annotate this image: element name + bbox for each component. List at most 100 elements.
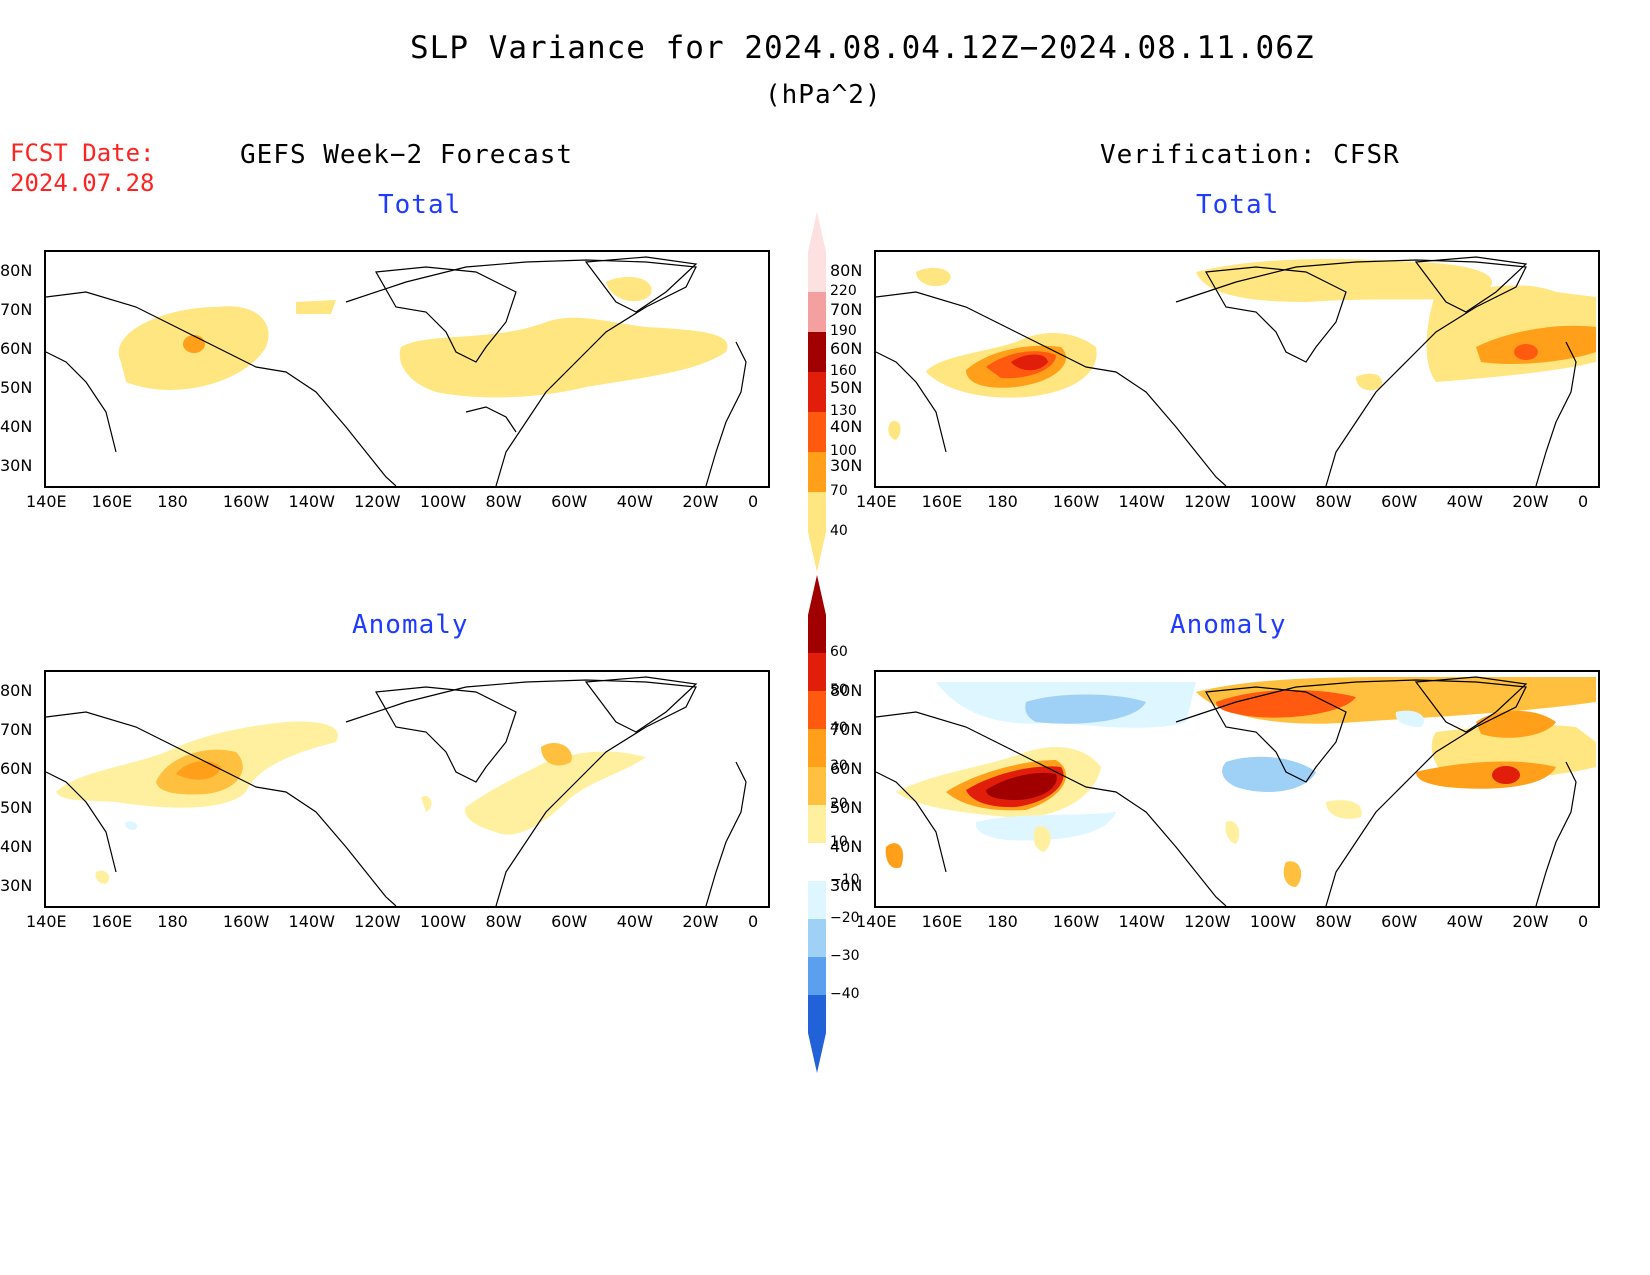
cb-total-swatch-2 (808, 332, 826, 372)
lon-tick-verif-anom-6: 100W (1249, 912, 1297, 931)
cb-anom-swatch-7 (808, 881, 826, 919)
lon-tick-verif-total-4: 140W (1118, 492, 1165, 511)
lon-tick-verif-anom-11: 0 (1578, 912, 1589, 931)
lat-tick-fcst-anom-4: 40N (0, 837, 33, 856)
lon-tick-verif-anom-10: 20W (1512, 912, 1549, 931)
lon-tick-fcst-anom-3: 160W (222, 912, 270, 931)
lon-tick-verif-anom-5: 120W (1184, 912, 1231, 931)
panel-title-fcst-anom: Anomaly (352, 610, 469, 640)
lon-tick-fcst-total-9: 40W (616, 492, 653, 511)
cb-total-label-6: 40 (830, 523, 848, 539)
cb-total-label-0: 220 (830, 283, 857, 299)
lon-tick-verif-total-0: 140E (856, 492, 897, 511)
lat-tick-fcst-total-1: 70N (0, 300, 33, 319)
cb-total-swatch-5 (808, 452, 826, 492)
lon-tick-fcst-anom-6: 100W (419, 912, 467, 931)
lat-tick-fcst-total-0: 80N (0, 261, 33, 280)
figure-units: (hPa^2) (765, 80, 882, 110)
cb-total-swatch-6 (808, 492, 826, 532)
map-verif-anom (874, 670, 1600, 908)
cb-anom-swatch-8 (808, 919, 826, 957)
lon-tick-verif-total-7: 80W (1315, 492, 1352, 511)
lon-tick-verif-total-2: 180 (987, 492, 1018, 511)
lon-tick-verif-total-8: 60W (1381, 492, 1418, 511)
coastlines (876, 256, 1577, 486)
figure-title: SLP Variance for 2024.08.04.12Z−2024.08.… (410, 30, 1315, 66)
map-verif-total-svg (876, 256, 1596, 486)
cb-anom-label-2: 40 (830, 720, 848, 736)
map-fcst-anom-svg (46, 676, 747, 906)
coastlines (876, 676, 1577, 906)
right-header: Verification: CFSR (1100, 140, 1400, 170)
lon-tick-verif-total-5: 120W (1184, 492, 1231, 511)
coastlines (46, 256, 747, 486)
lat-tick-verif-anom-4: 40N (830, 837, 863, 856)
cb-anom-swatch-4 (808, 767, 826, 805)
lon-tick-fcst-total-4: 140W (288, 492, 335, 511)
verif-total-shading (888, 259, 1596, 440)
lon-tick-fcst-anom-5: 120W (354, 912, 401, 931)
lat-tick-fcst-anom-0: 80N (0, 681, 33, 700)
lon-tick-verif-anom-0: 140E (856, 912, 897, 931)
cb-anom-swatch-1 (808, 653, 826, 691)
lat-tick-verif-total-4: 40N (830, 417, 863, 436)
lat-tick-verif-anom-3: 50N (830, 798, 863, 817)
cb-anom-arrow-bottom (808, 1033, 826, 1073)
lat-tick-verif-anom-2: 60N (830, 759, 863, 778)
fcst-total-shading (118, 276, 728, 398)
lon-tick-fcst-anom-4: 140W (288, 912, 335, 931)
lat-tick-verif-anom-5: 30N (830, 876, 863, 895)
lat-tick-verif-anom-1: 70N (830, 720, 863, 739)
lat-tick-fcst-anom-5: 30N (0, 876, 33, 895)
lon-tick-fcst-total-10: 20W (682, 492, 719, 511)
lon-tick-verif-total-11: 0 (1578, 492, 1589, 511)
panel-title-verif-anom: Anomaly (1170, 610, 1287, 640)
lon-tick-fcst-total-11: 0 (748, 492, 759, 511)
lon-tick-fcst-total-7: 80W (485, 492, 522, 511)
coastlines (46, 676, 747, 906)
lon-tick-fcst-anom-8: 60W (551, 912, 588, 931)
lon-tick-verif-anom-8: 60W (1381, 912, 1418, 931)
map-verif-anom-svg (876, 676, 1596, 906)
map-fcst-anom (44, 670, 770, 908)
lat-tick-verif-total-3: 50N (830, 378, 863, 397)
lon-tick-verif-anom-7: 80W (1315, 912, 1352, 931)
cb-anom-label-3: 30 (830, 758, 848, 774)
cb-anom-swatch-2 (808, 691, 826, 729)
cb-anom-label-1: 50 (830, 682, 848, 698)
lat-tick-fcst-total-5: 30N (0, 456, 33, 475)
lon-tick-verif-total-6: 100W (1249, 492, 1297, 511)
cb-anom-label-0: 60 (830, 644, 848, 660)
cb-anom-swatch-5 (808, 805, 826, 843)
lon-tick-fcst-total-2: 180 (157, 492, 188, 511)
lon-tick-fcst-total-1: 160E (91, 492, 133, 511)
lat-tick-fcst-total-3: 50N (0, 378, 33, 397)
cb-anom-label-9: −40 (830, 986, 860, 1002)
cb-total-swatch-3 (808, 372, 826, 412)
lon-tick-fcst-total-0: 140E (26, 492, 67, 511)
cb-total-label-2: 160 (830, 363, 857, 379)
cb-anom-swatch-0 (808, 615, 826, 653)
map-verif-total (874, 250, 1600, 488)
panel-title-fcst-total: Total (378, 190, 462, 220)
lon-tick-fcst-anom-2: 180 (157, 912, 188, 931)
lon-tick-verif-anom-3: 160W (1052, 912, 1100, 931)
lon-tick-verif-anom-2: 180 (987, 912, 1018, 931)
lat-tick-verif-total-2: 60N (830, 339, 863, 358)
cb-anom-swatch-3 (808, 729, 826, 767)
colorbar-anom: 60 50 40 30 20 10 −10 −20 −30 −40 (806, 575, 896, 1073)
fcst-date: 2024.07.28 (10, 169, 155, 197)
lat-tick-verif-total-0: 80N (830, 261, 863, 280)
lat-tick-fcst-anom-2: 60N (0, 759, 33, 778)
cb-anom-label-6: −10 (830, 872, 860, 888)
lon-tick-verif-anom-4: 140W (1118, 912, 1165, 931)
cb-anom-swatch-6 (808, 843, 826, 881)
lon-tick-verif-total-3: 160W (1052, 492, 1100, 511)
cb-anom-swatch-9 (808, 957, 826, 995)
cb-total-bar (808, 212, 826, 572)
lon-tick-fcst-anom-9: 40W (616, 912, 653, 931)
lon-tick-fcst-anom-7: 80W (485, 912, 522, 931)
cb-anom-swatch-10 (808, 995, 826, 1033)
cb-total-label-1: 190 (830, 323, 857, 339)
panel-title-verif-total: Total (1196, 190, 1280, 220)
